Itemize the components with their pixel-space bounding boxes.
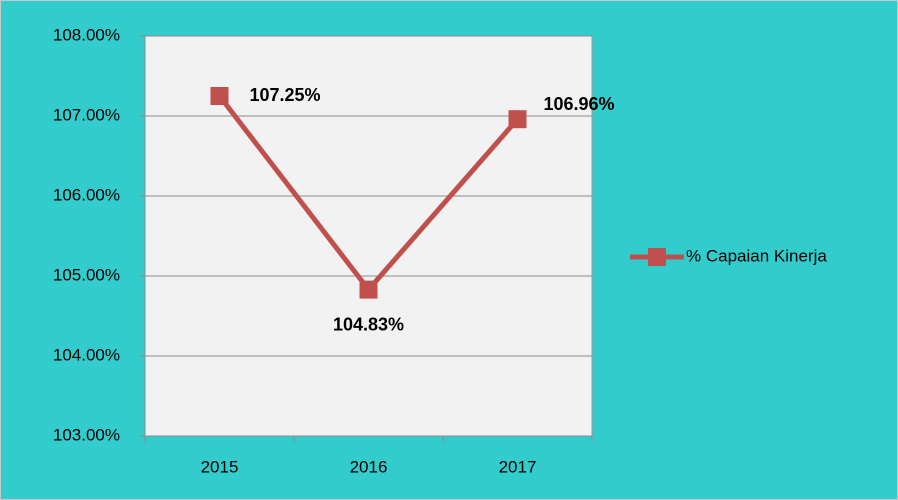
data-label: 107.25%: [250, 85, 321, 105]
x-tick-label: 2016: [350, 457, 388, 476]
marker: [210, 87, 229, 105]
data-label: 106.96%: [544, 94, 615, 114]
data-label: 104.83%: [333, 314, 404, 334]
legend-label: % Capaian Kinerja: [686, 246, 827, 265]
y-tick-label: 107.00%: [53, 105, 120, 124]
y-tick-label: 104.00%: [53, 345, 120, 364]
marker: [508, 110, 527, 129]
x-tick-label: 2015: [201, 457, 239, 476]
marker: [359, 280, 378, 299]
y-tick-label: 108.00%: [53, 25, 120, 44]
y-tick-label: 103.00%: [53, 425, 120, 444]
x-tick-label: 2017: [499, 457, 537, 476]
y-tick-label: 105.00%: [53, 265, 120, 284]
y-tick-label: 106.00%: [53, 185, 120, 204]
legend-marker: [648, 248, 666, 266]
